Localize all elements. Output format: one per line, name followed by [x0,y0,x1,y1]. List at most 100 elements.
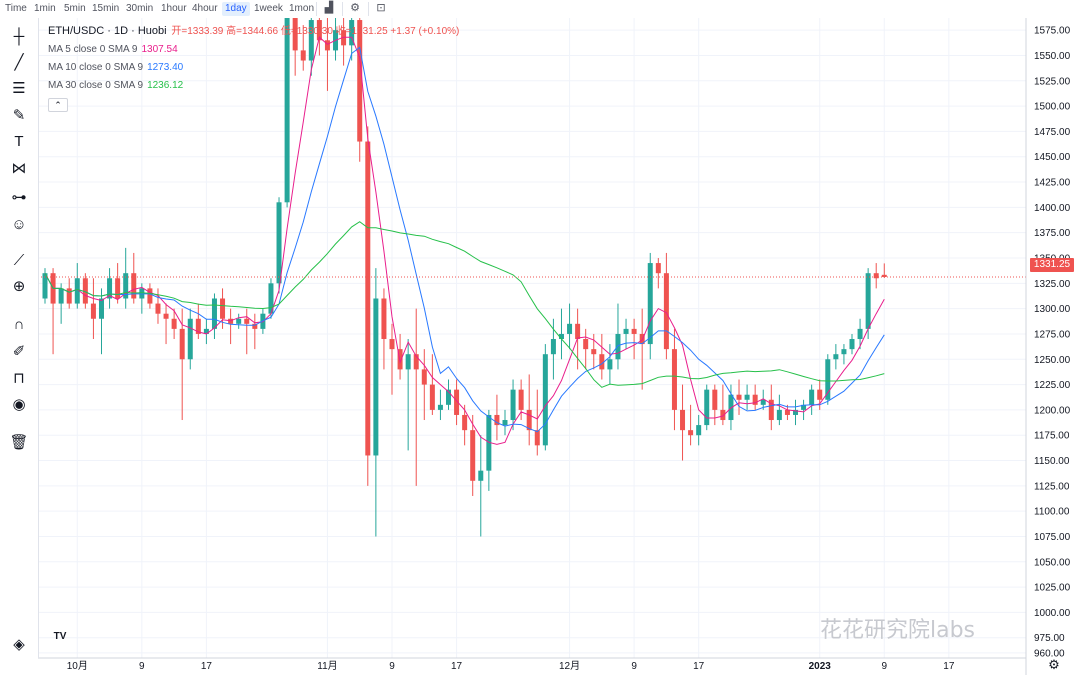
lock-drawing-icon[interactable]: ✐ [12,343,26,360]
candle-body [341,30,347,46]
y-tick-label: 1125.00 [1034,481,1070,492]
candle [760,389,766,410]
candle-body [704,389,710,426]
forecast-icon[interactable]: ⊶ [11,189,27,206]
candle [74,263,80,309]
candle-body [107,278,113,299]
x-tick-label: 9 [389,661,395,672]
candle-body [865,273,871,329]
candle [397,333,403,380]
candle [688,404,694,446]
timeframe-1mon[interactable]: 1mon [289,3,315,14]
candle-body [211,298,217,329]
price-chart[interactable]: 1575.00 1550.00 1525.00 1500.00 1475.00 1450.… [38,18,1080,675]
horizontal-lines-icon[interactable]: ☰ [12,80,26,97]
y-tick-label: 1425.00 [1034,178,1071,189]
candle [857,318,863,350]
timeframe-5min[interactable]: 5min [64,3,86,14]
candle [462,404,468,446]
timeframe-1min[interactable]: 1min [34,3,56,14]
candle-body [776,409,782,421]
chart-legend: ETH/USDC · 1D · Huobi 开=1333.39 高=1344.6… [48,22,459,115]
y-tick-label: 960.00 [1034,648,1065,659]
trash-icon[interactable]: 🗑 [9,434,29,451]
timeframe-1hour[interactable]: 1hour [161,3,187,14]
candle [308,18,314,76]
candle [712,384,718,426]
timeframe-15min[interactable]: 15min [92,3,120,14]
candle-body [712,389,718,410]
candle [179,308,185,421]
crosshair-icon[interactable]: ┼ [13,28,25,45]
candle-body [413,354,419,370]
timeframe-30min[interactable]: 30min [126,3,154,14]
candle-body [768,399,774,421]
ruler-icon[interactable]: ⟋ [13,252,25,269]
candle-body [575,323,581,340]
candle [510,379,516,431]
candle-body [752,394,758,405]
candle-body [454,389,460,415]
candle-body [349,20,355,46]
tradingview-logo[interactable]: TV [53,631,67,642]
axis-settings-icon[interactable]: ⚙ [1048,657,1060,672]
timeframe-1day[interactable]: 1day [222,2,250,16]
candle-body [631,328,637,334]
lock-icon[interactable]: ⊓ [13,370,25,387]
timeframe-time[interactable]: Time [5,3,27,14]
candle [825,354,831,405]
candle [696,414,702,446]
y-tick-label: 1375.00 [1034,228,1071,239]
candle-body [462,414,468,431]
text-icon[interactable]: T [14,133,24,150]
chart-type-icon[interactable]: ▟ [324,2,334,14]
candle-body [736,394,742,400]
candle-body [760,399,766,405]
candle [663,252,669,360]
emoji-icon[interactable]: ☺ [11,216,27,233]
candle [389,323,395,395]
y-tick-label: 1300.00 [1034,304,1071,315]
candle [211,293,217,340]
candle [833,344,839,370]
timeframe-4hour[interactable]: 4hour [192,3,218,14]
candle-body [615,333,621,360]
candle-body [397,349,403,370]
candle-body [857,328,863,340]
zoom-in-icon[interactable]: ⊕ [12,278,26,295]
settings-icon[interactable]: ⚙ [350,2,360,14]
ma30-legend[interactable]: MA 30 close 0 SMA 9 1236.12 [48,77,459,95]
candle [276,197,282,294]
candle [98,288,104,355]
visibility-icon[interactable]: ◉ [12,396,26,413]
candle [865,268,871,340]
x-tick-label: 17 [693,661,705,672]
candle-body [809,389,815,405]
candle [203,318,209,345]
candle [316,18,322,56]
pattern-icon[interactable]: ⋈ [11,160,27,177]
collapse-legend-button[interactable]: ⌃ [48,98,68,112]
candle-body [833,354,839,360]
ma5-line [44,36,885,445]
candle-body [357,20,363,142]
ma5-legend[interactable]: MA 5 close 0 SMA 9 1307.54 [48,41,459,59]
magnet-icon[interactable]: ∩ [13,316,25,333]
screenshot-icon[interactable]: ⊡ [376,2,386,14]
candle-body [405,354,411,370]
candle [647,252,653,360]
candle-body [82,278,88,304]
brush-icon[interactable]: ✎ [12,107,26,124]
candle-body [66,288,72,304]
candle-body [518,389,524,410]
candle-body [534,430,540,446]
candle-body [187,318,193,360]
y-tick-label: 1225.00 [1034,380,1071,391]
candle [437,389,443,421]
ma10-legend[interactable]: MA 10 close 0 SMA 9 1273.40 [48,59,459,77]
candle-body [881,274,887,277]
trend-line-icon[interactable]: ╱ [14,54,24,71]
timeframe-1week[interactable]: 1week [254,3,283,14]
layers-icon[interactable]: ◈ [13,636,25,653]
symbol-title[interactable]: ETH/USDC · 1D · Huobi [48,25,167,37]
